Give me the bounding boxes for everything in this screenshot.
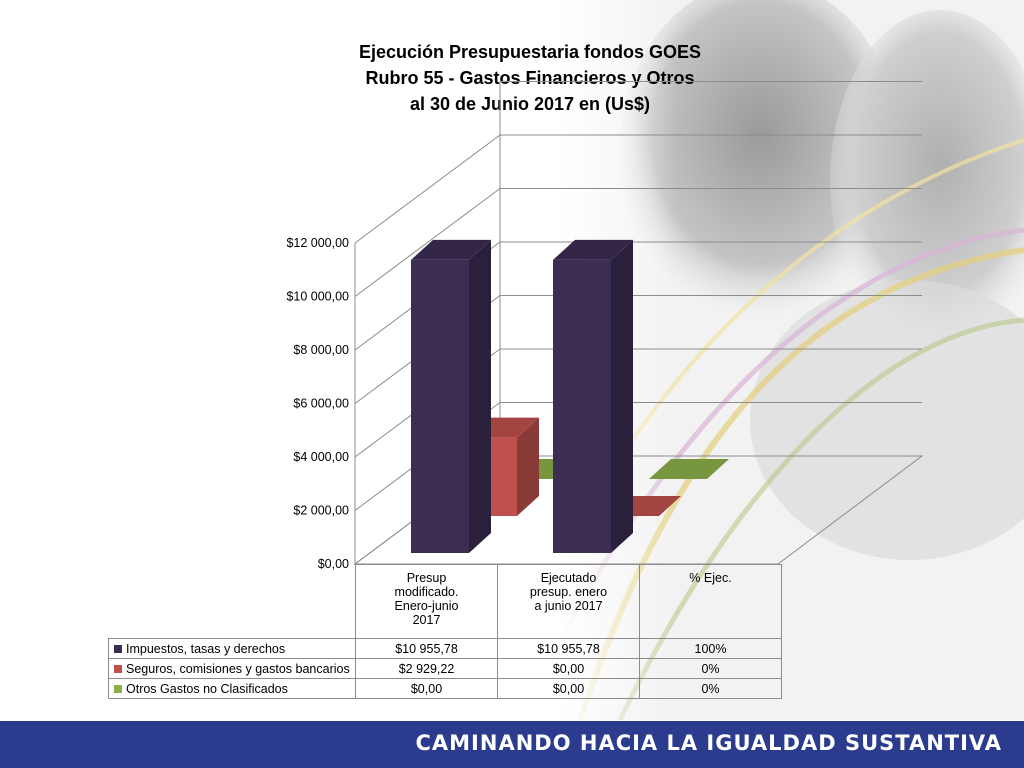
series-name: Impuestos, tasas y derechos	[126, 641, 286, 656]
series-name: Otros Gastos no Clasificados	[126, 681, 288, 696]
bar-top	[411, 239, 491, 260]
bar-side	[469, 239, 491, 553]
y-tick-label: $12 000,00	[286, 236, 349, 250]
gridline	[354, 402, 922, 511]
gridline	[354, 295, 922, 404]
chart-3d-column: $0,00$2 000,00$4 000,00$6 000,00$8 000,0…	[286, 81, 924, 571]
footer-band: CAMINANDO HACIA LA IGUALDAD SUSTANTIVA	[0, 721, 1024, 768]
data-cell: 0%	[639, 658, 782, 679]
legend-swatch	[114, 684, 122, 693]
data-cell: 100%	[639, 638, 782, 659]
category-label-line: modificado.	[394, 585, 459, 599]
bar-front	[411, 259, 469, 553]
category-label-line: Enero-junio	[394, 599, 459, 613]
table-row: Impuestos, tasas y derechos $10 955,78 $…	[108, 638, 782, 659]
y-tick-label: $4 000,00	[293, 450, 349, 464]
y-tick-label: $2 000,00	[293, 504, 349, 518]
chart-title-line-2: Rubro 55 - Gastos Financieros y Otros	[365, 68, 695, 88]
bar-side	[517, 417, 539, 516]
table-row: Seguros, comisiones y gastos bancarios $…	[108, 658, 782, 679]
data-cell: $0,00	[497, 658, 640, 679]
legend-entry-otros: Otros Gastos no Clasificados	[108, 678, 356, 699]
category-label-line: 2017	[412, 613, 441, 627]
gridline	[354, 188, 922, 297]
legend-entry-impuestos: Impuestos, tasas y derechos	[108, 638, 356, 659]
data-cell: 0%	[639, 678, 782, 699]
y-tick-label: $6 000,00	[293, 397, 349, 411]
data-cell: $0,00	[355, 678, 498, 699]
gridline	[354, 348, 922, 458]
gridline	[354, 134, 922, 244]
table-row: Otros Gastos no Clasificados $0,00 $0,00…	[108, 678, 782, 699]
data-cell: $2 929,22	[355, 658, 498, 679]
category-label-line: presup. enero	[529, 585, 608, 599]
category-label-line: a junio 2017	[534, 599, 603, 613]
category-header-ejecucion: % Ejec.	[639, 564, 782, 639]
chart-title-line-1: Ejecución Presupuestaria fondos GOES	[358, 42, 702, 62]
legend-swatch	[114, 664, 122, 673]
legend-entry-seguros: Seguros, comisiones y gastos bancarios	[108, 658, 356, 679]
gridline	[354, 241, 922, 351]
category-label-line: % Ejec.	[689, 571, 732, 585]
legend-swatch	[114, 644, 122, 653]
category-header-presupuesto: Presup modificado. Enero-junio 2017	[355, 564, 498, 639]
data-cell: $10 955,78	[355, 638, 498, 659]
bar-top	[553, 239, 633, 260]
bar	[411, 239, 491, 553]
bar	[553, 239, 633, 553]
data-cell: $0,00	[497, 678, 640, 699]
data-cell: $10 955,78	[497, 638, 640, 659]
y-tick-label: $10 000,00	[286, 290, 349, 304]
chart-data-table: Presup modificado. Enero-junio 2017 Ejec…	[108, 564, 782, 699]
chart-title-line-3: al 30 de Junio 2017 en (Us$)	[409, 94, 651, 114]
bar-front	[553, 259, 611, 553]
table-corner	[108, 564, 356, 639]
series-name: Seguros, comisiones y gastos bancarios	[126, 661, 350, 676]
footer-slogan: CAMINANDO HACIA LA IGUALDAD SUSTANTIVA	[415, 731, 1002, 755]
bar-top	[649, 459, 729, 479]
category-header-ejecutado: Ejecutado presup. enero a junio 2017	[497, 564, 640, 639]
category-label-line: Presup	[406, 571, 447, 585]
y-tick-label: $8 000,00	[293, 343, 349, 357]
bar	[649, 459, 729, 480]
category-label-line: Ejecutado	[540, 571, 597, 585]
bar-side	[611, 239, 633, 553]
